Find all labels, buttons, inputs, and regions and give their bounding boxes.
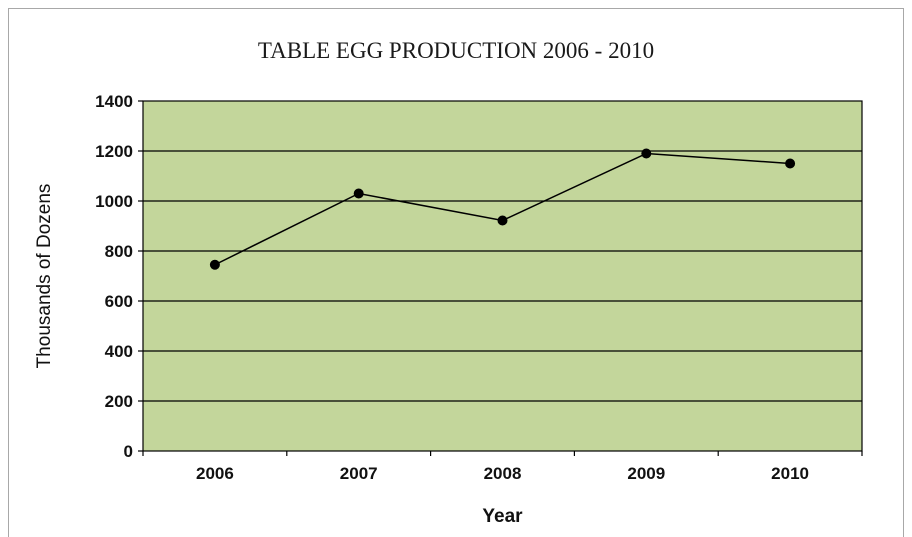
x-tick-label: 2007 — [340, 464, 378, 483]
y-axis-ticks: 0 200 400 600 800 1000 1200 1400 — [95, 92, 143, 461]
x-axis-ticks: 2006 2007 2008 2009 2010 — [142, 451, 863, 483]
y-tick-label: 600 — [105, 292, 133, 311]
y-axis-title: Thousands of Dozens — [34, 184, 55, 369]
x-tick-label: 2010 — [771, 464, 809, 483]
x-tick-label: 2008 — [484, 464, 522, 483]
x-axis-title: Year — [482, 506, 523, 527]
data-point-2010 — [785, 158, 796, 169]
chart-title: TABLE EGG PRODUCTION 2006 - 2010 — [258, 38, 654, 63]
plot-area — [142, 100, 863, 452]
y-tick-label: 200 — [105, 392, 133, 411]
data-points — [209, 148, 796, 270]
y-tick-label: 800 — [105, 242, 133, 261]
data-point-2006 — [209, 259, 220, 270]
data-point-2007 — [353, 188, 364, 199]
gridlines — [143, 150, 862, 402]
y-tick-label: 400 — [105, 342, 133, 361]
y-tick-label: 1400 — [95, 92, 133, 111]
data-point-2008 — [497, 215, 508, 226]
y-tick-label: 1200 — [95, 142, 133, 161]
y-tick-label: 1000 — [95, 192, 133, 211]
x-tick-label: 2006 — [196, 464, 234, 483]
x-tick-label: 2009 — [627, 464, 665, 483]
y-tick-label: 0 — [124, 442, 133, 461]
data-point-2009 — [641, 148, 652, 159]
